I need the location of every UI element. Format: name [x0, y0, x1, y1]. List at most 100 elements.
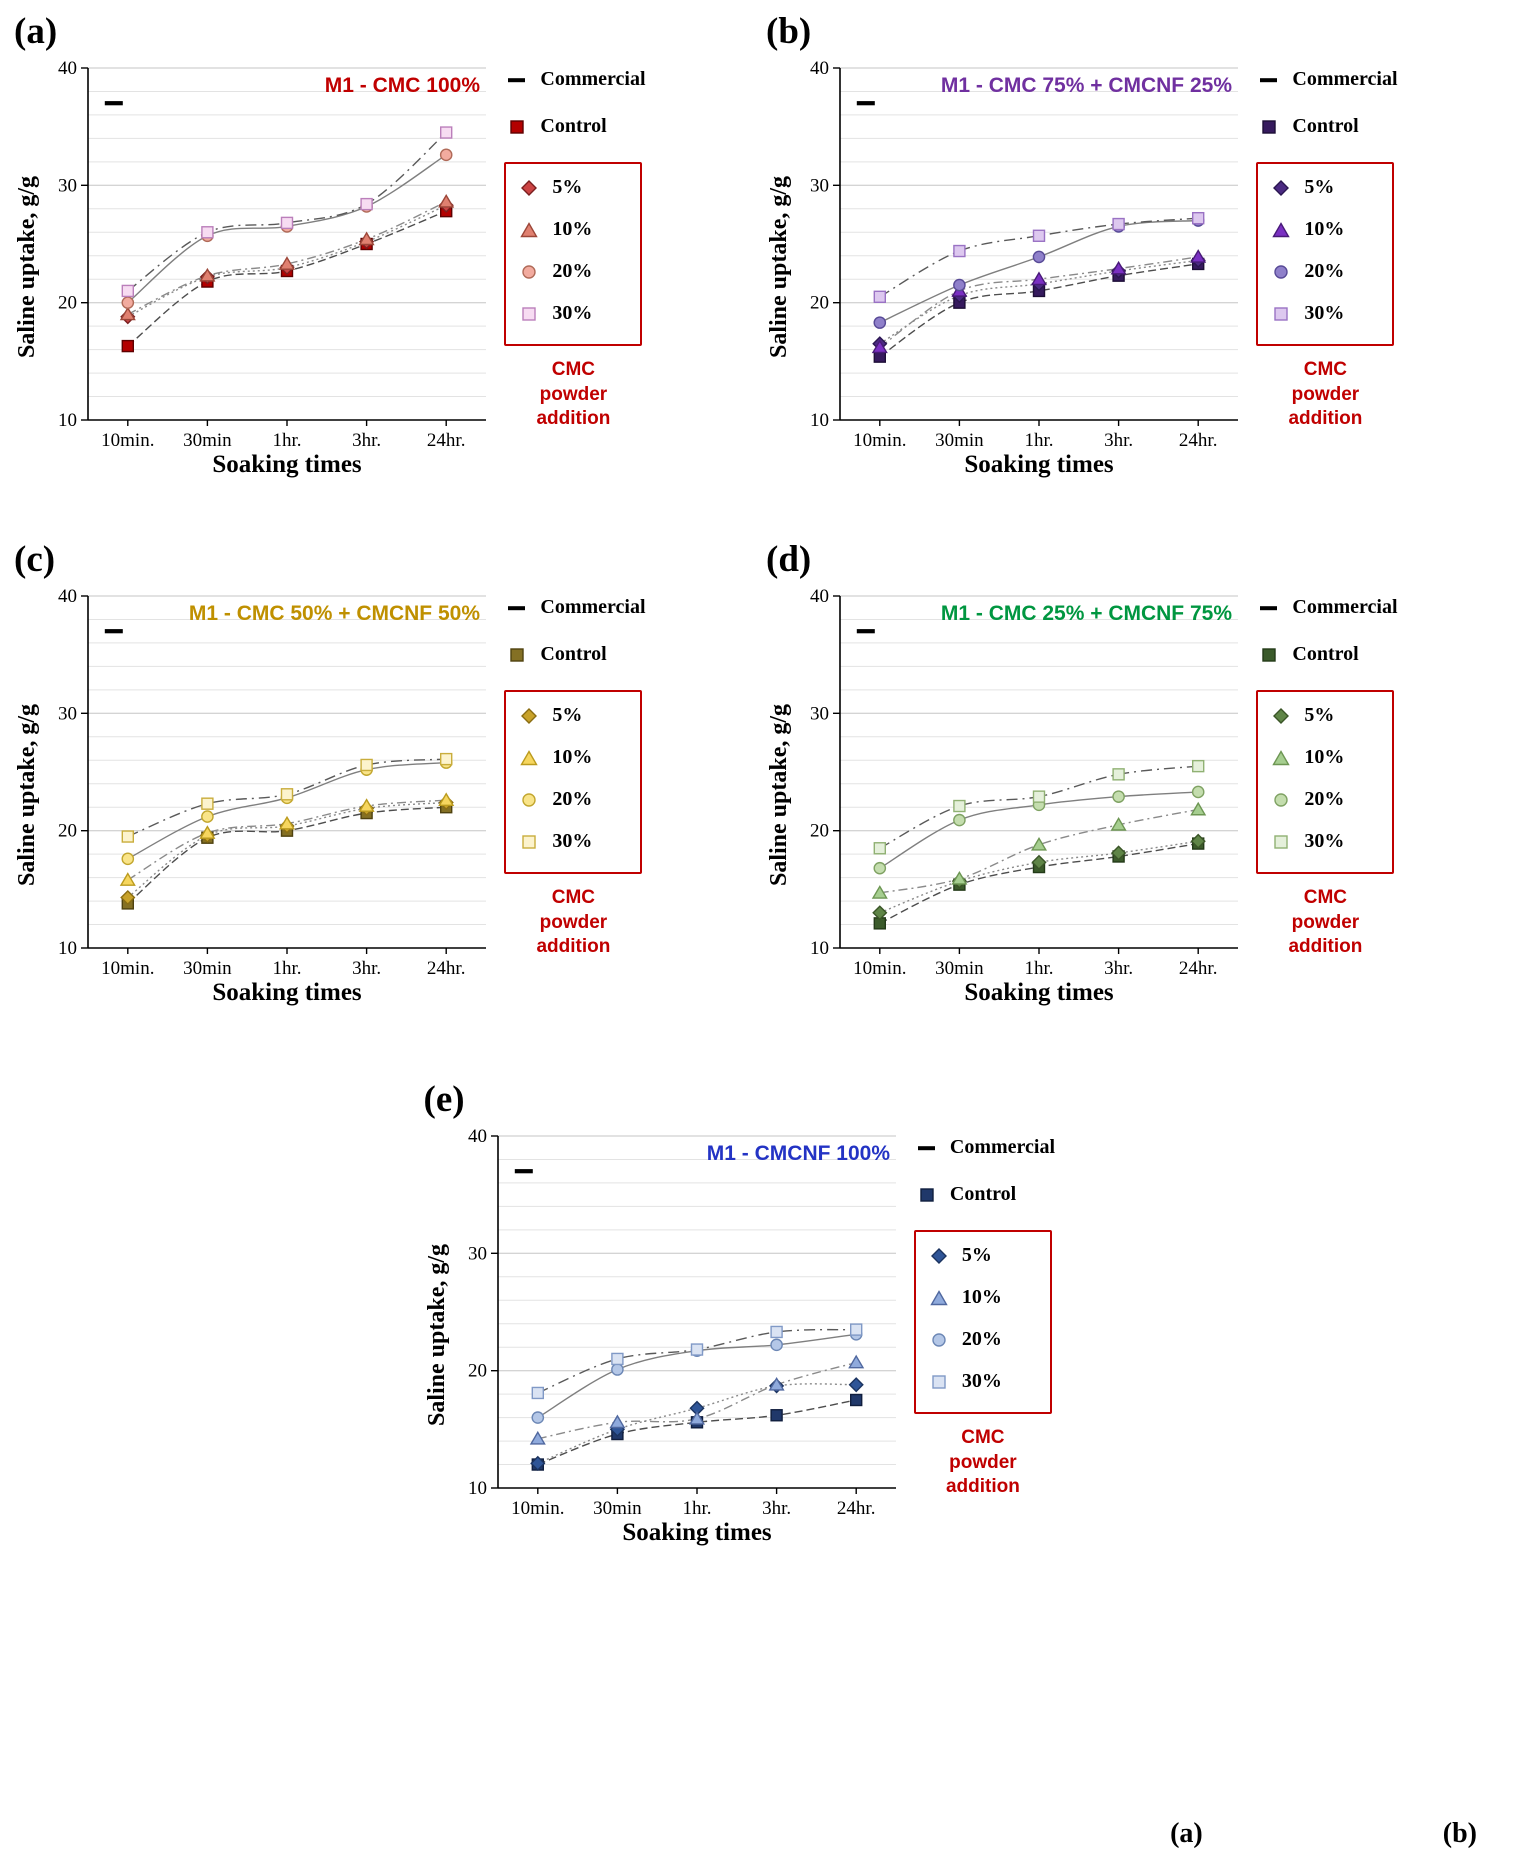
series-line-20pct — [127, 761, 447, 860]
legend-label-5pct: 5% — [552, 704, 583, 726]
x-tick-label: 10min. — [854, 958, 907, 979]
series-line-5pct — [537, 1383, 857, 1465]
x-tick-label: 3hr. — [762, 1498, 791, 1519]
x-tick-label: 30min — [593, 1498, 642, 1519]
square-marker-icon — [1262, 647, 1277, 662]
marker-10pct — [529, 1430, 546, 1445]
cmc-powder-box: 5% 10% 20% 30% — [504, 690, 643, 874]
legend-e: Commercial Control 5% 10% 20% 30% CMC powder … — [913, 1124, 1114, 1551]
series-line-5pct — [879, 840, 1199, 914]
marker-10pct — [279, 256, 296, 270]
marker-10pct — [358, 231, 376, 246]
chart-title: M1 - CMC 75% + CMCNF 25% — [941, 74, 1232, 97]
legend-label-control: Control — [1292, 115, 1359, 137]
series-line-30pct — [127, 131, 448, 292]
marker-30pct — [281, 788, 294, 801]
x-tick-label: 24hr. — [837, 1498, 876, 1519]
x-tick-label: 24hr. — [427, 430, 466, 451]
marker-30pct — [201, 226, 214, 239]
cmc-powder-note: CMC powder addition — [504, 358, 642, 432]
marker-10pct — [872, 885, 889, 899]
legend-item-5pct: 5% — [1268, 176, 1382, 199]
chart-title: M1 - CMC 100% — [325, 74, 481, 97]
marker-20pct — [953, 278, 967, 292]
legend-item-30pct: 30% — [516, 830, 630, 853]
legend-item-control: Control — [914, 1183, 1114, 1206]
marker-10pct — [688, 1410, 705, 1425]
legend-label-30pct: 30% — [552, 830, 593, 852]
legend-item-commercial: Commercial — [1256, 596, 1456, 619]
marker-30pct — [873, 842, 887, 855]
legend-label-control: Control — [1292, 643, 1359, 665]
cmc-powder-box: 5% 10% 20% 30% — [1256, 162, 1395, 346]
y-axis-title: Saline uptake, g/g — [14, 703, 40, 887]
chart-c: Saline uptake, g/g 10 20 30 40 10min. 30min 1h… — [14, 584, 758, 1011]
triangle-marker-icon — [520, 221, 539, 237]
series-line-control — [879, 263, 1199, 358]
marker-30pct — [770, 1325, 783, 1339]
triangle-marker-icon — [930, 1289, 948, 1305]
x-axis-title: Soaking times — [213, 979, 363, 1006]
y-axis-title: Saline uptake, g/g — [766, 703, 792, 887]
legend-label-10pct: 10% — [552, 218, 593, 240]
x-axis-title: Soaking times — [965, 979, 1115, 1006]
legend-item-20pct: 20% — [1268, 260, 1382, 283]
cmc-powder-note: CMC powder addition — [914, 1426, 1052, 1500]
commercial-dash-marker — [514, 1169, 533, 1174]
chart-a: Saline uptake, g/g 10 20 30 40 10min. 30min 1h… — [14, 56, 758, 483]
gridlines — [88, 67, 487, 397]
legend-label-commercial: Commercial — [1292, 596, 1398, 618]
legend-item-20pct: 20% — [516, 788, 630, 811]
marker-10pct — [1110, 260, 1128, 275]
x-tick-label: 1hr. — [273, 430, 302, 451]
note-line-2: powder — [539, 911, 608, 933]
dash-marker-icon — [1260, 77, 1278, 82]
legend-label-control: Control — [949, 1183, 1017, 1205]
panel-d: (d) Saline uptake, g/g 10 20 30 40 10min. 30m… — [758, 534, 1510, 1062]
marker-20pct — [770, 1338, 783, 1352]
marker-20pct — [610, 1363, 624, 1376]
legend-label-5pct: 5% — [1304, 176, 1335, 198]
commercial-dash-marker — [857, 629, 876, 634]
plot-area: 10 20 30 40 10min. 30min 1hr. 3hr. 24hr. Soaking … — [468, 1126, 896, 1546]
panel-label-c: (c) — [14, 539, 56, 580]
legend-item-20pct: 20% — [1268, 788, 1382, 811]
legend-d: Commercial Control 5% 10% 20% 30% CMC powder … — [1256, 584, 1456, 1011]
triangle-marker-icon — [520, 749, 539, 765]
y-tick-label: 30 — [468, 1243, 487, 1264]
y-tick-label: 10 — [58, 410, 77, 431]
legend-b: Commercial Control 5% 10% 20% 30% CMC powder … — [1256, 56, 1456, 483]
marker-20pct — [201, 810, 215, 823]
marker-5pct — [872, 905, 888, 921]
note-line-2: powder — [539, 383, 608, 405]
marker-control — [770, 1409, 783, 1422]
plot-holder: 10 20 30 40 10min. 30min 1hr. 3hr. 24hr. Soaking … — [792, 584, 1252, 1011]
x-axis-title: Soaking times — [622, 1519, 772, 1546]
plot-holder: 10 20 30 40 10min. 30min 1hr. 3hr. 24hr. Soaking … — [40, 584, 500, 1011]
marker-30pct — [360, 758, 374, 772]
marker-10pct — [609, 1414, 626, 1429]
y-tick-label: 40 — [58, 58, 77, 79]
legend-item-5pct: 5% — [516, 704, 630, 727]
legend-item-20pct: 20% — [926, 1328, 1040, 1351]
y-tick-label: 20 — [810, 293, 829, 314]
triangle-marker-icon — [1272, 221, 1291, 237]
marker-20pct — [531, 1411, 544, 1424]
chart-b: Saline uptake, g/g 10 20 30 40 10min. 30min 1h… — [766, 56, 1510, 483]
x-tick-label: 24hr. — [427, 958, 466, 979]
marker-10pct — [438, 792, 455, 807]
x-tick-label: 10min. — [854, 430, 907, 451]
legend-label-control: Control — [540, 643, 607, 665]
x-tick-label: 1hr. — [682, 1498, 711, 1519]
y-tick-label: 40 — [810, 58, 829, 79]
figure-row-2: (c) Saline uptake, g/g 10 20 30 40 10min. 30m… — [6, 534, 1517, 1062]
note-line-1: CMC — [1303, 887, 1348, 908]
legend-label-commercial: Commercial — [540, 596, 646, 618]
legend-item-5pct: 5% — [926, 1244, 1040, 1267]
legend-label-5pct: 5% — [1304, 704, 1335, 726]
y-tick-label: 40 — [58, 586, 77, 607]
legend-item-30pct: 30% — [1268, 830, 1382, 853]
marker-30pct — [1192, 211, 1205, 225]
caption-token-b: (b) — [1442, 1818, 1477, 1849]
commercial-dash-marker — [105, 629, 124, 634]
